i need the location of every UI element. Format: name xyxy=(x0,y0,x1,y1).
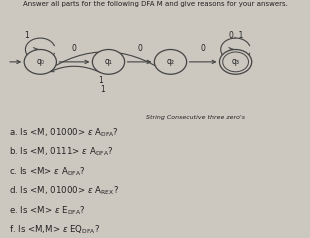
Text: 0: 0 xyxy=(137,44,142,53)
Text: b. Is <M, 0111> $\epsilon$ A$_{\mathregular{DFA}}$?: b. Is <M, 0111> $\epsilon$ A$_{\mathregu… xyxy=(9,146,114,158)
Text: 1: 1 xyxy=(24,31,29,40)
Circle shape xyxy=(24,50,56,74)
Text: 0: 0 xyxy=(201,44,206,53)
Text: Answer all parts for the following DFA M and give reasons for your answers.: Answer all parts for the following DFA M… xyxy=(23,1,287,7)
Text: q₃: q₃ xyxy=(232,57,240,66)
Text: q₂: q₂ xyxy=(166,57,175,66)
Text: 1: 1 xyxy=(98,76,103,85)
Text: f. Is <M,M> $\epsilon$ EQ$_{\mathregular{DFA}}$?: f. Is <M,M> $\epsilon$ EQ$_{\mathregular… xyxy=(9,224,100,236)
Circle shape xyxy=(92,50,125,74)
Text: 0: 0 xyxy=(72,44,77,53)
Text: d. Is <M, 01000> $\epsilon$ A$_{\mathregular{REX}}$?: d. Is <M, 01000> $\epsilon$ A$_{\mathreg… xyxy=(9,185,119,197)
Text: 1: 1 xyxy=(100,85,105,94)
Text: q₁: q₁ xyxy=(104,57,113,66)
Text: c. Is <M> $\epsilon$ A$_{\mathregular{DFA}}$?: c. Is <M> $\epsilon$ A$_{\mathregular{DF… xyxy=(9,165,86,178)
Text: a. Is <M, 01000> $\epsilon$ A$_{\mathregular{DFA}}$?: a. Is <M, 01000> $\epsilon$ A$_{\mathreg… xyxy=(9,126,119,139)
Text: q₀: q₀ xyxy=(36,57,44,66)
Circle shape xyxy=(219,50,252,74)
Text: e. Is <M> $\epsilon$ E$_{\mathregular{DFA}}$?: e. Is <M> $\epsilon$ E$_{\mathregular{DF… xyxy=(9,204,86,217)
Circle shape xyxy=(154,50,187,74)
Text: String Consecutive three zero's: String Consecutive three zero's xyxy=(146,115,245,120)
Text: 0, 1: 0, 1 xyxy=(229,31,243,40)
